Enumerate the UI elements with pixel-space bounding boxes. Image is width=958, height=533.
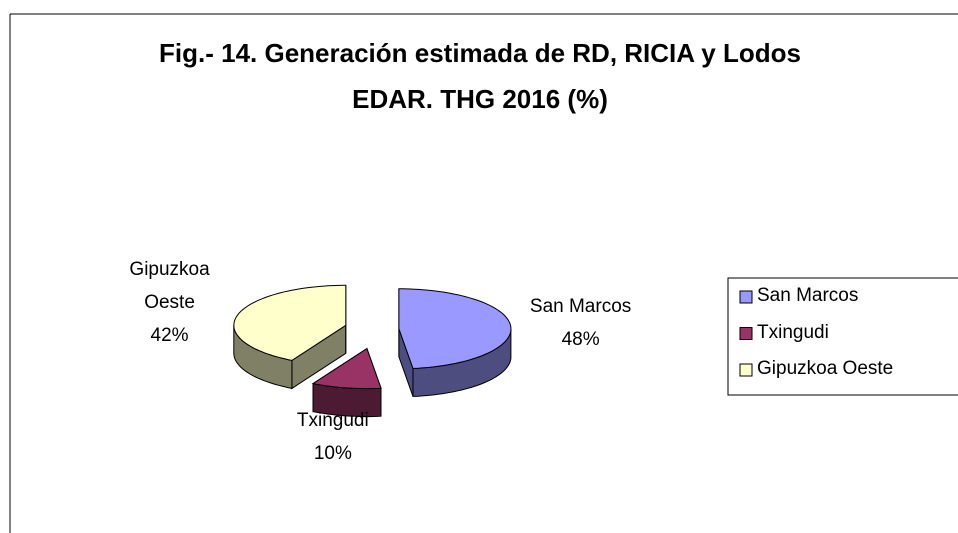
legend-swatch (739, 290, 753, 304)
legend-swatch (739, 327, 753, 340)
legend-swatch (739, 363, 753, 377)
slice-top (398, 288, 512, 370)
label-category: Txingudi (296, 409, 369, 431)
legend-box (727, 277, 958, 396)
label-value: 10% (313, 442, 352, 464)
slice-top (233, 284, 347, 361)
legend-label: Txingudi (757, 321, 829, 343)
legend-label: San Marcos (757, 285, 859, 306)
pie-slice (233, 284, 347, 390)
data-label: San Marcos 48% (521, 290, 641, 356)
slice-top (311, 347, 382, 390)
data-label: Txingudi 10% (273, 404, 393, 470)
label-value: 42% (150, 325, 189, 347)
label-category: San Marcos (529, 296, 632, 318)
chart-title: Fig.- 14. Generación estimada de RD, RIC… (159, 38, 801, 114)
legend-label: Gipuzkoa Oeste (757, 358, 894, 379)
label-category: Gipuzkoa Oeste (129, 259, 210, 314)
pie-slice (398, 288, 512, 398)
data-label: Gipuzkoa Oeste 42% (110, 253, 230, 352)
label-value: 48% (561, 329, 600, 351)
pie-slice (311, 347, 382, 418)
